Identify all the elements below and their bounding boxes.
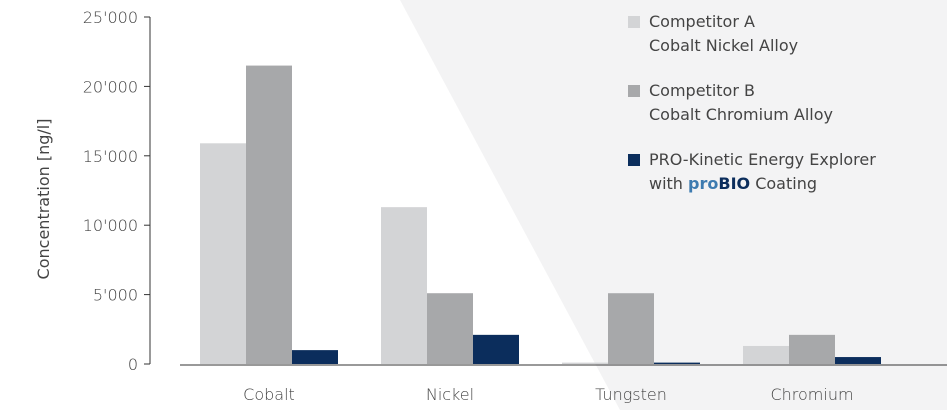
bar-cobalt-series-2 [246,65,292,364]
legend-swatch [628,154,640,166]
legend-label-line1: Competitor B [649,81,755,100]
legend-swatch [628,16,640,28]
legend-swatch [628,85,640,97]
legend-item-competitor-a: Competitor A Cobalt Nickel Alloy [628,10,938,58]
bar-cobalt-series-1 [200,143,246,364]
y-tick-label: 5'000 [93,286,138,305]
legend-label-line2: with proBIO Coating [649,172,938,196]
brand-pro: pro [688,174,719,193]
x-tick-label: Cobalt [243,385,295,404]
x-tick-label: Chromium [770,385,853,404]
legend: Competitor A Cobalt Nickel Alloy Competi… [628,10,938,217]
bar-nickel-series-3 [473,334,519,364]
bars [200,65,881,364]
bar-chromium-series-3 [835,357,881,364]
legend-label-line2: Cobalt Nickel Alloy [649,36,799,55]
x-axis: Cobalt Nickel Tungsten Chromium [180,364,947,404]
legend-item-pro-kinetic: PRO-Kinetic Energy Explorer with proBIO … [628,148,938,196]
y-tick-label: 0 [128,355,138,374]
y-tick-label: 20'000 [83,77,138,96]
bar-tungsten-series-2 [608,293,654,364]
legend-item-competitor-b: Competitor B Cobalt Chromium Alloy [628,79,938,127]
legend-suffix: Coating [750,174,817,193]
legend-label-line1: PRO-Kinetic Energy Explorer [649,150,876,169]
x-tick-label: Nickel [426,385,474,404]
background-shading [400,0,947,410]
bar-nickel-series-2 [427,293,473,364]
y-tick-label: 25'000 [83,8,138,27]
bar-chromium-series-1 [743,345,789,364]
legend-prefix: with [649,174,689,193]
y-axis: 0 5'000 10'000 15'000 20'000 25'000 [83,8,151,374]
x-tick-label: Tungsten [595,385,667,404]
bar-tungsten-series-3 [654,362,700,364]
legend-label-line1: Competitor A [649,12,755,31]
y-tick-label: 15'000 [83,147,138,166]
legend-label-line2: Cobalt Chromium Alloy [649,105,833,124]
bar-tungsten-series-1 [562,362,608,364]
brand-bio: BIO [718,174,751,193]
y-axis-title: Concentration [ng/l] [34,119,53,280]
bar-cobalt-series-3 [292,350,338,364]
bar-chromium-series-2 [789,334,835,364]
y-tick-label: 10'000 [83,216,138,235]
bar-nickel-series-1 [381,207,427,364]
